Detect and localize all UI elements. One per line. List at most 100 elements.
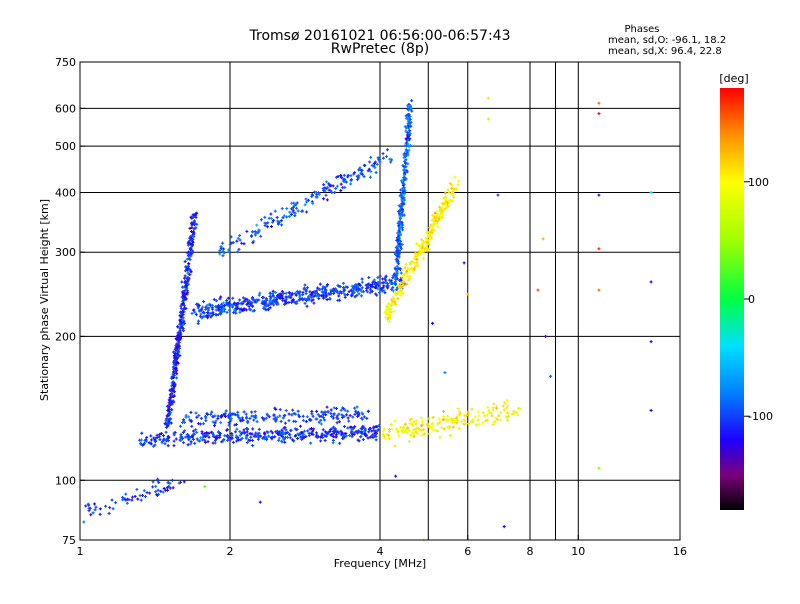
trace-point: [227, 423, 231, 427]
trace-point: [226, 296, 230, 300]
scatter-point: [597, 247, 601, 251]
y-axis-ticks: 750 600 500 400 300 200 100 75: [55, 56, 85, 547]
trace-point: [291, 205, 295, 209]
trace-point: [410, 431, 414, 435]
trace-point: [344, 434, 348, 438]
trace-point: [320, 287, 324, 291]
trace-point: [408, 267, 412, 271]
trace-point: [214, 305, 218, 309]
trace-point: [339, 429, 343, 433]
trace-point: [174, 358, 178, 362]
scatter-point: [649, 408, 653, 412]
trace-point: [257, 228, 261, 232]
trace-point: [407, 108, 411, 112]
trace-point: [440, 212, 444, 216]
trace-point: [224, 409, 228, 413]
trace-point: [434, 428, 438, 432]
trace-point: [280, 207, 284, 211]
trace-point: [347, 290, 351, 294]
trace-point: [438, 208, 442, 212]
trace-point: [175, 349, 179, 353]
trace-point: [420, 428, 424, 432]
trace-point: [431, 415, 435, 419]
trace-point: [456, 419, 460, 423]
trace-point: [382, 284, 386, 288]
trace-point: [281, 432, 285, 436]
trace-point: [165, 425, 169, 429]
trace-point: [368, 175, 372, 179]
trace-point: [245, 441, 249, 445]
trace-point: [214, 419, 218, 423]
trace-point: [315, 192, 319, 196]
trace-point: [265, 412, 269, 416]
trace-point: [385, 305, 389, 309]
trace-point: [477, 422, 481, 426]
trace-point: [506, 403, 510, 407]
trace-point: [248, 438, 252, 442]
trace-point: [188, 258, 192, 262]
trace-point: [209, 315, 213, 319]
trace-point: [216, 303, 220, 307]
trace-point: [108, 506, 112, 510]
trace-point: [407, 119, 411, 123]
trace-point: [179, 318, 183, 322]
y-tick-label: 500: [55, 140, 76, 153]
trace-point: [327, 188, 331, 192]
trace-point: [280, 289, 284, 293]
trace-point: [390, 427, 394, 431]
trace-point: [408, 419, 412, 423]
trace-point: [418, 244, 422, 248]
trace-point: [310, 427, 314, 431]
trace-point: [148, 491, 152, 495]
trace-point: [320, 432, 324, 436]
trace-point: [151, 444, 155, 448]
trace-point: [267, 301, 271, 305]
trace-point: [402, 202, 406, 206]
trace-point: [250, 301, 254, 305]
trace-point: [323, 294, 327, 298]
trace-point: [397, 255, 401, 259]
trace-point: [189, 230, 193, 234]
trace-point: [427, 242, 431, 246]
trace-point: [357, 429, 361, 433]
trace-point: [420, 416, 424, 420]
trace-point: [110, 498, 114, 502]
trace-point: [323, 418, 327, 422]
trace-point: [390, 298, 394, 302]
trace-point: [354, 283, 358, 287]
trace-point: [425, 246, 429, 250]
trace-point: [399, 281, 403, 285]
trace-point: [406, 142, 410, 146]
trace-point: [192, 432, 196, 436]
stats-heading: Phases: [624, 24, 659, 35]
trace-point: [345, 413, 349, 417]
trace-point: [334, 406, 338, 410]
trace-point: [332, 413, 336, 417]
trace-point: [169, 421, 173, 425]
trace-point: [231, 296, 235, 300]
trace-point: [212, 298, 216, 302]
trace-point: [430, 236, 434, 240]
trace-point: [399, 271, 403, 275]
x-tick-label: 4: [377, 545, 384, 558]
trace-point: [241, 296, 245, 300]
trace-point: [362, 175, 366, 179]
trace-point: [319, 418, 323, 422]
trace-point: [280, 440, 284, 444]
trace-point: [413, 427, 417, 431]
trace-point: [442, 427, 446, 431]
trace-point: [514, 410, 518, 414]
trace-point: [229, 417, 233, 421]
trace-point: [171, 399, 175, 403]
trace-point: [82, 520, 86, 524]
trace-point: [292, 411, 296, 415]
trace-point: [288, 291, 292, 295]
scatter-point: [597, 101, 601, 105]
trace-point: [322, 197, 326, 201]
trace-point: [195, 211, 199, 215]
trace-point: [383, 291, 387, 295]
trace-point: [399, 425, 402, 429]
trace-point: [369, 169, 373, 173]
trace-point: [414, 242, 418, 246]
trace-point: [485, 413, 489, 417]
